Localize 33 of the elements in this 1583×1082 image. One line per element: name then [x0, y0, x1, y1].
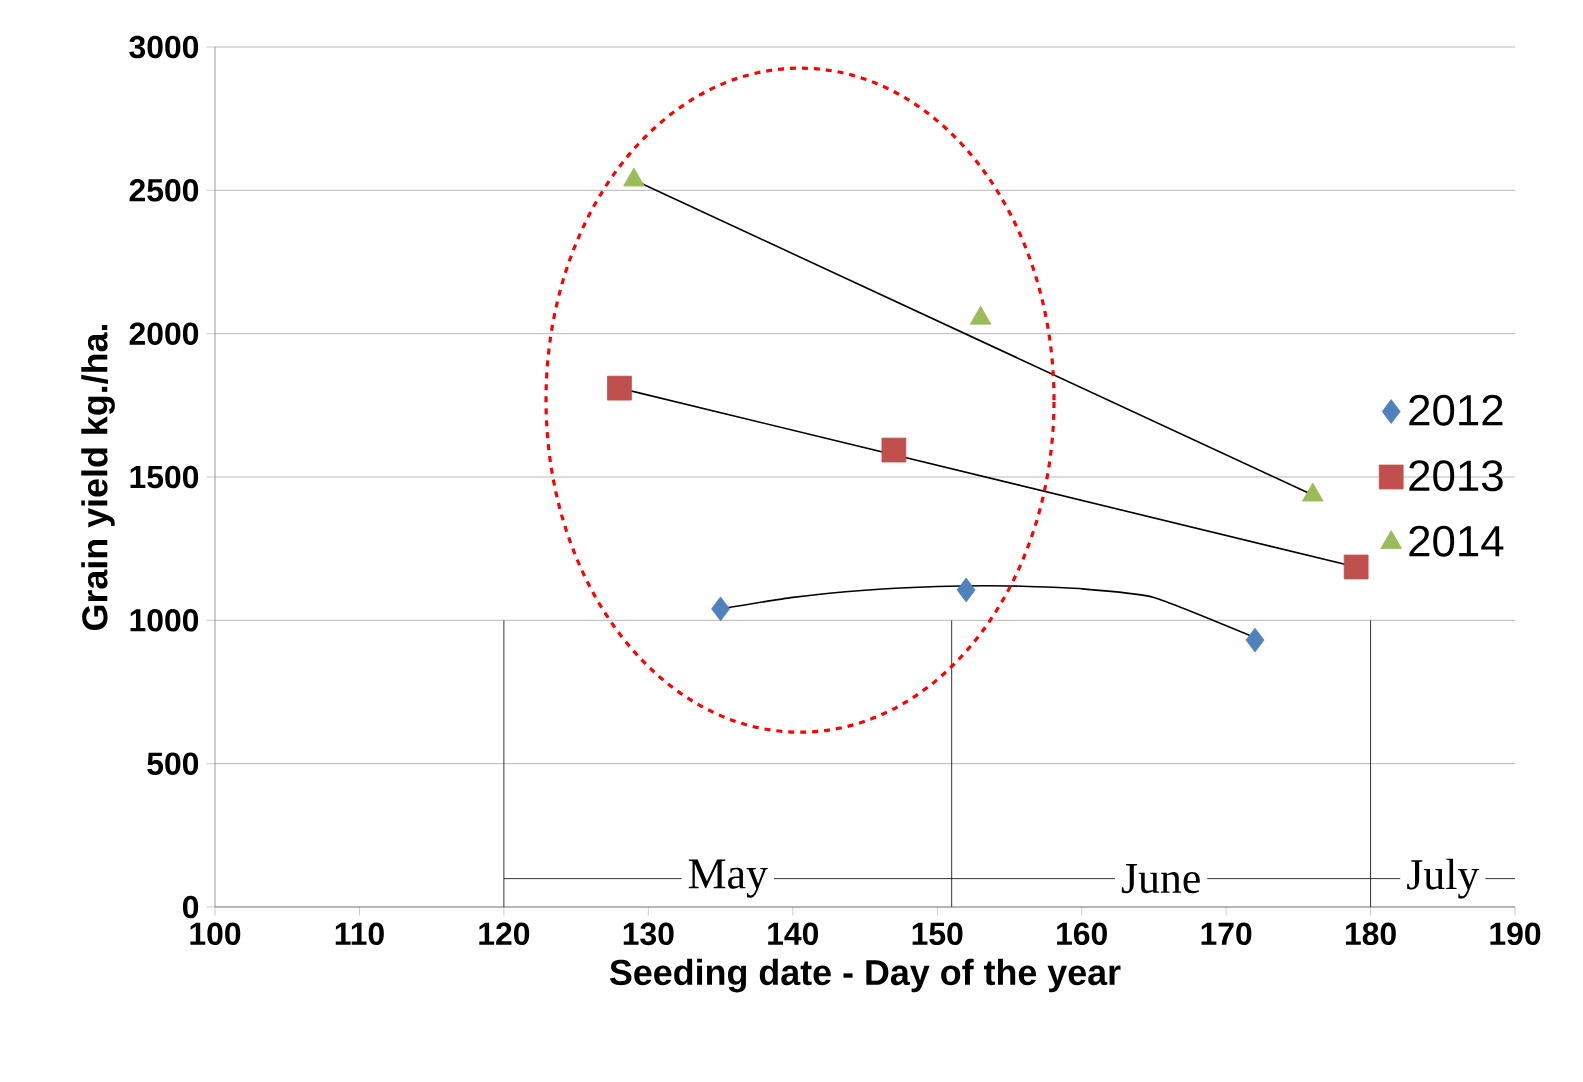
- x-tick-label: 100: [190, 922, 241, 946]
- x-axis-title: Seeding date - Day of the year: [609, 958, 1121, 993]
- y-axis-title: Grain yield kg./ha.: [81, 324, 115, 630]
- x-tick-label: 140: [768, 922, 819, 946]
- y-tick-label: 3000: [129, 35, 199, 59]
- point: [1343, 554, 1369, 580]
- point: [711, 596, 730, 622]
- x-tick-label: 150: [912, 922, 963, 946]
- x-tick-label: 190: [1490, 922, 1541, 946]
- x-tick-label: 110: [335, 922, 384, 946]
- x-tick-label: 160: [1057, 922, 1107, 946]
- x-tick-label: 180: [1345, 922, 1396, 946]
- legend-label: 2014: [1409, 525, 1504, 557]
- y-tick-label: 2500: [129, 179, 199, 202]
- point: [969, 305, 992, 325]
- annotation: June: [1121, 864, 1200, 894]
- point: [623, 167, 645, 187]
- legend-label: 2012: [1409, 394, 1503, 426]
- y-tick-label: 2000: [129, 322, 199, 345]
- annotation: July: [1407, 858, 1480, 899]
- y-tick-label: 1500: [130, 465, 199, 489]
- legend-label: 2013: [1409, 460, 1503, 492]
- y-tick-label: 1000: [130, 609, 199, 632]
- x-tick-label: 120: [479, 922, 530, 946]
- y-tick-label: 500: [147, 752, 199, 775]
- annotation: May: [688, 859, 768, 898]
- x-tick-label: 170: [1201, 922, 1252, 946]
- point: [607, 375, 632, 401]
- x-tick-label: 130: [623, 922, 674, 946]
- point: [1245, 627, 1265, 653]
- point: [956, 577, 976, 603]
- point: [881, 437, 907, 463]
- y-tick-label: 0: [182, 895, 199, 919]
